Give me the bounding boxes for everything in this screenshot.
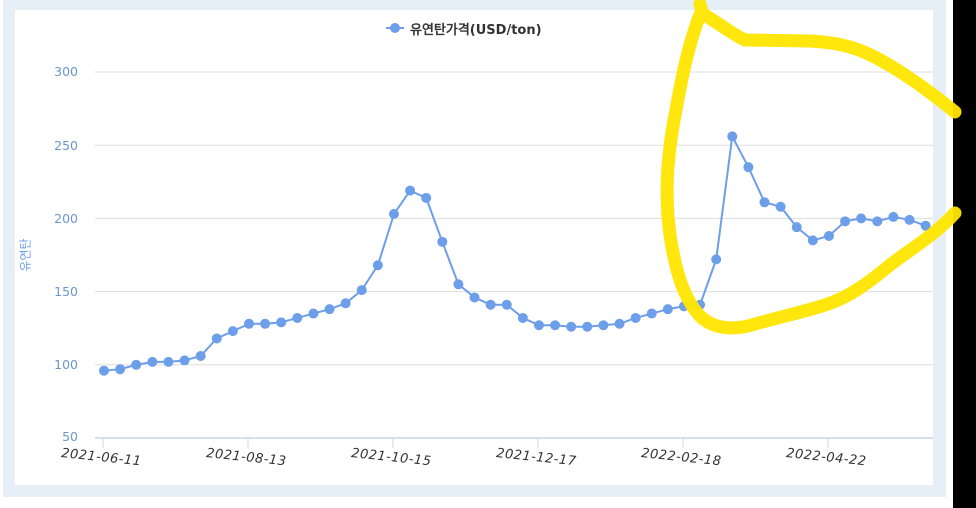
data-point[interactable]: 2021-10-08: 168 (372, 260, 383, 271)
data-point[interactable]: 2021-08-20: 128 (260, 318, 271, 329)
data-point[interactable]: 2022-03-18: 235 (743, 162, 754, 173)
data-point[interactable]: 2022-05-27: 199 (904, 214, 915, 225)
data-point[interactable]: 2021-09-17: 138 (324, 304, 335, 315)
data-point[interactable]: 2021-11-05: 184 (437, 236, 448, 247)
legend-item[interactable]: 유연탄가격(USD/ton) (386, 18, 542, 38)
offscreen-black-region (953, 0, 976, 508)
data-point[interactable]: 2021-10-01: 151 (356, 285, 367, 296)
data-point[interactable]: 2022-01-14: 127 (598, 320, 609, 331)
data-point[interactable]: 2021-08-13: 128 (243, 318, 254, 329)
data-point[interactable]: 2022-03-11: 256 (727, 131, 738, 142)
y-tick-label: 100 (54, 357, 78, 372)
data-point[interactable]: 2022-05-20: 201 (888, 211, 899, 222)
y-tick-label: 200 (54, 211, 78, 226)
gridlines (95, 71, 933, 366)
data-point[interactable]: 2022-01-21: 128 (614, 318, 625, 329)
data-point[interactable]: 2022-05-06: 200 (856, 213, 867, 224)
series-line (103, 133, 926, 372)
data-point[interactable]: 2021-09-03: 132 (292, 312, 303, 323)
data-point[interactable]: 2021-11-12: 155 (453, 279, 464, 290)
data-point[interactable]: 2021-11-19: 146 (469, 292, 480, 303)
data-point[interactable]: 2021-07-16: 103 (179, 355, 190, 366)
legend-label: 유연탄가격(USD/ton) (410, 22, 542, 38)
yellow-annotation-loop (660, 0, 962, 335)
data-point[interactable]: 2021-07-30: 118 (211, 333, 222, 344)
data-point[interactable]: 2022-01-28: 132 (630, 312, 641, 323)
data-point[interactable]: 2021-09-10: 135 (308, 308, 319, 319)
data-point[interactable]: 2022-02-04: 135 (646, 308, 657, 319)
data-point[interactable]: 2022-03-04: 172 (711, 254, 722, 265)
data-point[interactable]: 2021-10-15: 203 (388, 209, 399, 220)
y-tick-label: 150 (54, 284, 78, 299)
data-point[interactable]: 2022-01-07: 126 (582, 321, 593, 332)
data-point[interactable]: 2021-08-06: 123 (227, 326, 238, 337)
data-point[interactable]: 2021-06-25: 100 (131, 359, 142, 370)
series-points[interactable]: 2021-06-11: 96 2021-06-18: 97 2021-06-25: … (99, 131, 931, 376)
data-point[interactable]: 2021-12-03: 141 (501, 299, 512, 310)
data-point[interactable]: 2022-04-15: 185 (807, 235, 818, 246)
data-point[interactable]: 2022-06-03: 195 (920, 220, 931, 231)
data-point[interactable]: 2021-12-31: 126 (566, 321, 577, 332)
data-point[interactable]: 2022-03-25: 211 (759, 197, 770, 208)
y-axis-title: 유연탄 (18, 238, 33, 272)
data-point[interactable]: 2021-12-24: 127 (550, 320, 561, 331)
data-point[interactable]: 2021-06-11: 96 (99, 365, 109, 376)
data-point[interactable]: 2022-02-11: 138 (662, 304, 673, 315)
data-point[interactable]: 2021-08-27: 129 (276, 317, 287, 328)
data-point[interactable]: 2021-10-29: 214 (421, 192, 432, 203)
data-point[interactable]: 2022-04-29: 198 (840, 216, 851, 227)
chart-panel (15, 10, 933, 485)
data-point[interactable]: 2021-12-17: 127 (533, 320, 544, 331)
data-point[interactable]: 2022-04-08: 194 (791, 222, 802, 233)
data-point[interactable]: 2022-04-01: 208 (775, 201, 786, 212)
legend-line-marker-icon (386, 23, 404, 33)
y-tick-label: 50 (62, 429, 78, 444)
data-point[interactable]: 2021-07-02: 102 (147, 356, 158, 367)
y-tick-label: 300 (54, 64, 78, 79)
data-point[interactable]: 2021-10-22: 219 (405, 185, 416, 196)
data-point[interactable]: 2021-11-26: 141 (485, 299, 496, 310)
data-point[interactable]: 2021-09-24: 142 (340, 298, 351, 309)
data-point[interactable]: 2021-06-18: 97 (115, 364, 126, 375)
data-point[interactable]: 2021-07-09: 102 (163, 356, 174, 367)
x-axis (95, 437, 933, 448)
data-point[interactable]: 2022-05-13: 198 (872, 216, 883, 227)
data-point[interactable]: 2021-12-10: 132 (517, 312, 528, 323)
data-point[interactable]: 2022-04-22: 188 (823, 230, 834, 241)
y-tick-label: 250 (54, 138, 78, 153)
data-point[interactable]: 2021-07-23: 106 (195, 351, 206, 362)
